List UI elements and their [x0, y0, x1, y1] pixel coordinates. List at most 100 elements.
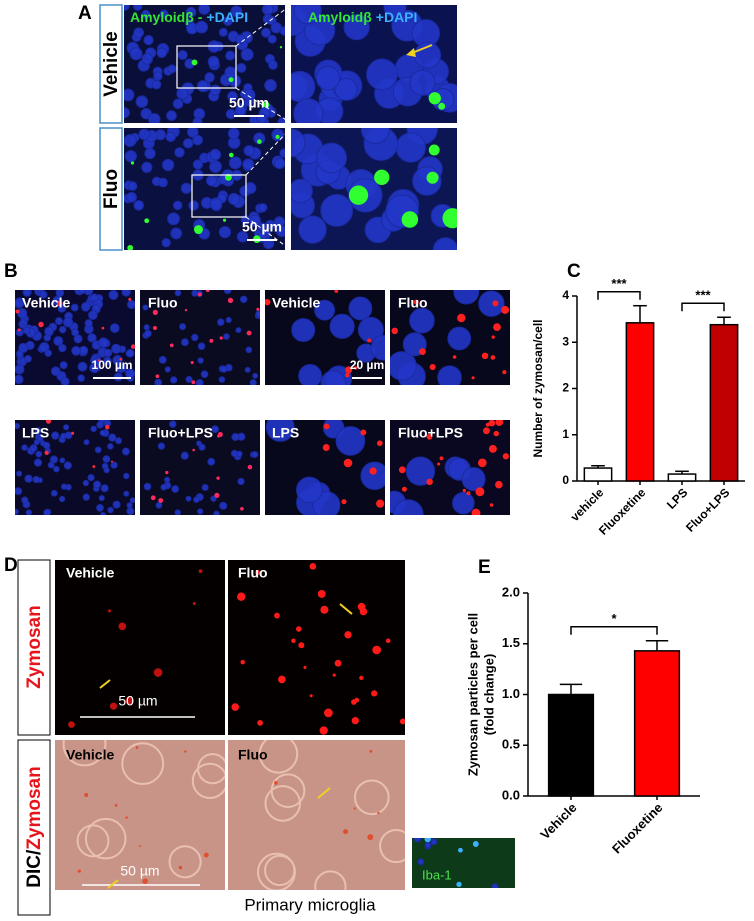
y-axis-label: Number of zymosan/cell: [531, 319, 545, 457]
channel-blue: +DAPI: [206, 9, 248, 25]
x-tick-label: Fluo+LPS: [683, 485, 732, 534]
signal: [374, 169, 390, 185]
nucleus: [335, 426, 366, 456]
signal: [265, 298, 271, 306]
nucleus: [64, 431, 73, 440]
nucleus: [177, 49, 188, 61]
nucleus: [242, 88, 256, 102]
signal: [198, 569, 203, 573]
nucleus: [409, 307, 435, 334]
nucleus: [25, 509, 32, 515]
signal: [477, 458, 487, 468]
signal: [343, 829, 349, 835]
nucleus: [15, 487, 23, 496]
nucleus: [39, 342, 50, 353]
micrograph: [291, 5, 457, 123]
signal: [68, 721, 75, 728]
nucleus: [447, 326, 472, 351]
nucleus: [87, 474, 95, 482]
nucleus: [87, 333, 97, 343]
nucleus: [125, 349, 135, 358]
signal: [360, 429, 367, 436]
nucleus: [15, 422, 21, 430]
signal: [114, 803, 118, 807]
signal: [424, 838, 431, 843]
nucleus: [144, 147, 156, 160]
signal: [481, 352, 489, 360]
signal: [372, 645, 382, 655]
nucleus: [53, 336, 64, 346]
signal: [110, 460, 114, 463]
signal: [377, 811, 380, 815]
signal: [376, 440, 383, 447]
signal: [247, 464, 253, 470]
nucleus: [98, 495, 105, 502]
nucleus: [430, 838, 438, 846]
image-content: [291, 5, 457, 123]
signal: [475, 487, 485, 497]
channel-label: Amyloidβ +DAPI: [308, 9, 417, 25]
y-tick-label: 2: [562, 381, 569, 395]
nucleus: [172, 98, 184, 110]
nucleus: [393, 499, 424, 515]
bar: [633, 650, 681, 797]
nucleus: [58, 343, 67, 353]
nucleus: [107, 443, 114, 450]
signal: [131, 344, 135, 349]
nucleus: [276, 225, 285, 238]
nucleus: [103, 348, 113, 358]
nucleus: [291, 70, 316, 103]
signal: [165, 470, 169, 475]
nucleus: [182, 138, 194, 149]
micrograph: [15, 290, 135, 385]
charts: C Number of zymosan/cell 0 1 2 3 4 vehicle Fluox…: [465, 261, 745, 857]
signal: [279, 46, 283, 49]
signal: [125, 696, 134, 706]
nucleus: [43, 333, 51, 342]
y-tick-label: 0: [562, 473, 569, 487]
significance-label: ***: [695, 288, 711, 303]
nucleus: [155, 501, 163, 509]
zoom-line: [235, 87, 292, 124]
nucleus: [121, 447, 130, 456]
signal: [428, 144, 440, 156]
channel-green: Amyloidβ: [308, 9, 372, 25]
signal: [426, 478, 433, 486]
nucleus: [395, 132, 426, 163]
nucleus: [320, 194, 354, 227]
signal: [495, 480, 503, 489]
signal: [320, 605, 329, 614]
nucleus: [43, 509, 51, 515]
bar: [583, 467, 613, 482]
nucleus: [252, 372, 259, 379]
nucleus: [209, 148, 222, 161]
panel-letter: D: [4, 555, 18, 576]
nucleus: [53, 465, 60, 473]
nucleus: [461, 467, 486, 492]
nucleus: [207, 55, 220, 68]
nucleus: [298, 215, 327, 244]
image-label: Fluo: [148, 295, 178, 311]
nucleus: [218, 376, 226, 383]
nucleus: [185, 495, 192, 502]
cell-outline: [314, 870, 347, 890]
nucleus: [84, 319, 93, 328]
nucleus: [171, 485, 180, 493]
nucleus: [87, 310, 98, 320]
nucleus: [210, 495, 217, 502]
nucleus: [174, 147, 185, 158]
nucleus: [225, 316, 232, 324]
nucleus: [296, 476, 323, 504]
x-tick-label: Fluoxetine: [609, 800, 666, 857]
nucleus: [16, 470, 23, 477]
signal: [57, 300, 63, 307]
nucleus: [24, 474, 33, 483]
signal: [490, 355, 496, 360]
nucleus: [124, 88, 135, 102]
nucleus: [265, 420, 295, 442]
signal: [495, 420, 504, 427]
signal: [471, 508, 481, 515]
nucleus: [35, 450, 43, 458]
image-content: [142, 290, 260, 385]
